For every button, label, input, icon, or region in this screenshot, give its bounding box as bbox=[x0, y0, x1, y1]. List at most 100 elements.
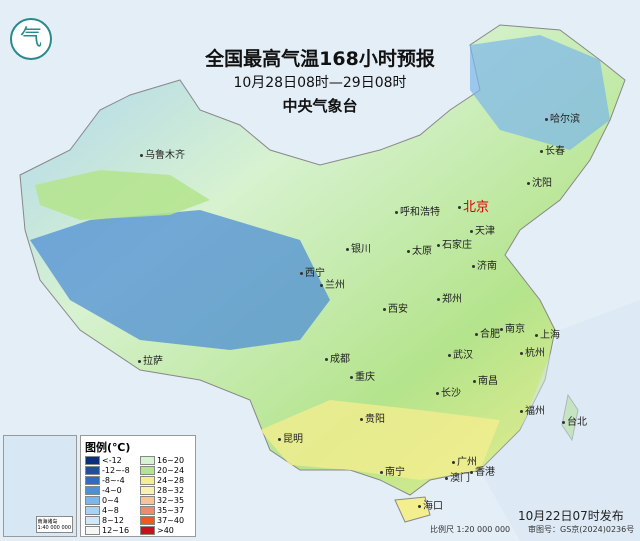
legend-item: 32~35 bbox=[140, 496, 184, 505]
city-label: 太原 bbox=[407, 242, 432, 257]
legend-label: -8~-4 bbox=[102, 476, 125, 485]
legend-item: -8~-4 bbox=[85, 476, 125, 485]
city-label: 杭州 bbox=[520, 344, 545, 359]
city-label-capital: 北京 bbox=[458, 196, 489, 215]
city-label: 西安 bbox=[383, 300, 408, 315]
city-label: 长沙 bbox=[436, 384, 461, 399]
inset-scale-box: 南海诸岛 1:40 000 000 bbox=[35, 516, 73, 533]
legend-item: 8~12 bbox=[85, 516, 124, 525]
legend-swatch bbox=[85, 496, 100, 505]
legend-label: 20~24 bbox=[157, 466, 185, 475]
map-title: 全国最高气温168小时预报 bbox=[205, 48, 435, 70]
legend-swatch bbox=[85, 526, 100, 535]
south-warm bbox=[260, 400, 500, 480]
city-label: 兰州 bbox=[320, 276, 345, 291]
city-label: 南京 bbox=[500, 320, 525, 335]
legend-label: 8~12 bbox=[102, 516, 124, 525]
city-label: 拉萨 bbox=[138, 352, 163, 367]
legend-label: 0~4 bbox=[102, 496, 119, 505]
inset-scale: 1:40 000 000 bbox=[37, 525, 72, 531]
city-label: 银川 bbox=[346, 240, 371, 255]
legend-label: -12~-8 bbox=[102, 466, 130, 475]
legend-label: <-12 bbox=[102, 456, 122, 465]
south-china-sea-inset: 南海诸岛 1:40 000 000 bbox=[3, 435, 77, 537]
legend-item: 16~20 bbox=[140, 456, 184, 465]
city-label: 石家庄 bbox=[437, 236, 472, 251]
city-label: 台北 bbox=[562, 413, 587, 428]
legend-item: 4~8 bbox=[85, 506, 119, 515]
city-label: 澳门 bbox=[445, 469, 470, 484]
legend-swatch bbox=[85, 466, 100, 475]
legend-item: -12~-8 bbox=[85, 466, 130, 475]
city-label: 成都 bbox=[325, 350, 350, 365]
city-label: 长春 bbox=[540, 142, 565, 157]
legend-swatch bbox=[140, 506, 155, 515]
legend-label: 12~16 bbox=[102, 526, 130, 535]
city-label: 广州 bbox=[452, 453, 477, 468]
legend-swatch bbox=[140, 496, 155, 505]
legend-item: -4~0 bbox=[85, 486, 122, 495]
legend-item: <-12 bbox=[85, 456, 122, 465]
legend-label: 37~40 bbox=[157, 516, 185, 525]
legend-item: 12~16 bbox=[85, 526, 129, 535]
city-label: 武汉 bbox=[448, 346, 473, 361]
tibet-plateau-cold bbox=[30, 210, 330, 350]
legend-swatch bbox=[140, 486, 155, 495]
legend-label: 32~35 bbox=[157, 496, 185, 505]
legend-swatch bbox=[85, 486, 100, 495]
city-label: 呼和浩特 bbox=[395, 203, 440, 218]
legend-item: 37~40 bbox=[140, 516, 184, 525]
city-label: 香港 bbox=[470, 463, 495, 478]
logo-text: 气 bbox=[19, 26, 42, 51]
legend: 图例(℃) <-12 -12~-8 -8~-4 -4~0 0~4 4~8 8~12 12~16… bbox=[80, 435, 196, 537]
legend-swatch bbox=[140, 466, 155, 475]
city-label: 上海 bbox=[535, 326, 560, 341]
legend-item: 35~37 bbox=[140, 506, 184, 515]
map-scale: 比例尺 1:20 000 000 bbox=[430, 525, 511, 534]
legend-item: 20~24 bbox=[140, 466, 184, 475]
legend-swatch bbox=[85, 456, 100, 465]
legend-label: 28~32 bbox=[157, 486, 185, 495]
sea bbox=[480, 300, 640, 541]
legend-label: 24~28 bbox=[157, 476, 185, 485]
legend-item: 24~28 bbox=[140, 476, 184, 485]
legend-swatch bbox=[85, 516, 100, 525]
city-label: 昆明 bbox=[278, 430, 303, 445]
city-label: 南宁 bbox=[380, 463, 405, 478]
legend-swatch bbox=[140, 526, 155, 535]
legend-swatch bbox=[140, 476, 155, 485]
city-label: 重庆 bbox=[350, 368, 375, 383]
city-label: 郑州 bbox=[437, 290, 462, 305]
city-label: 济南 bbox=[472, 257, 497, 272]
agency-name: 中央气象台 bbox=[282, 97, 358, 115]
city-label: 福州 bbox=[520, 402, 545, 417]
inset-label: 南海诸岛 bbox=[37, 519, 58, 525]
legend-swatch bbox=[85, 476, 100, 485]
city-label: 海口 bbox=[418, 497, 443, 512]
legend-label: >40 bbox=[157, 526, 174, 535]
legend-swatch bbox=[140, 456, 155, 465]
legend-label: -4~0 bbox=[102, 486, 122, 495]
city-label: 哈尔滨 bbox=[545, 110, 580, 125]
legend-label: 35~37 bbox=[157, 506, 185, 515]
city-label: 天津 bbox=[470, 222, 495, 237]
legend-label: 16~20 bbox=[157, 456, 185, 465]
legend-swatch bbox=[140, 516, 155, 525]
legend-label: 4~8 bbox=[102, 506, 119, 515]
legend-item: 0~4 bbox=[85, 496, 119, 505]
issue-time: 10月22日07时发布 bbox=[518, 509, 624, 523]
cma-logo: 气 bbox=[10, 18, 52, 60]
legend-title: 图例(℃) bbox=[85, 441, 131, 454]
city-label: 南昌 bbox=[473, 372, 498, 387]
legend-swatch bbox=[85, 506, 100, 515]
legend-item: >40 bbox=[140, 526, 174, 535]
legend-item: 28~32 bbox=[140, 486, 184, 495]
tarim-basin bbox=[35, 170, 210, 220]
city-label: 合肥 bbox=[475, 325, 500, 340]
forecast-period: 10月28日08时—29日08时 bbox=[233, 75, 407, 91]
city-label: 乌鲁木齐 bbox=[140, 146, 185, 161]
city-label: 沈阳 bbox=[527, 174, 552, 189]
review-number: 审图号：GS京(2024)0236号 bbox=[528, 525, 635, 534]
city-label: 贵阳 bbox=[360, 410, 385, 425]
city-label: 西宁 bbox=[300, 264, 325, 279]
